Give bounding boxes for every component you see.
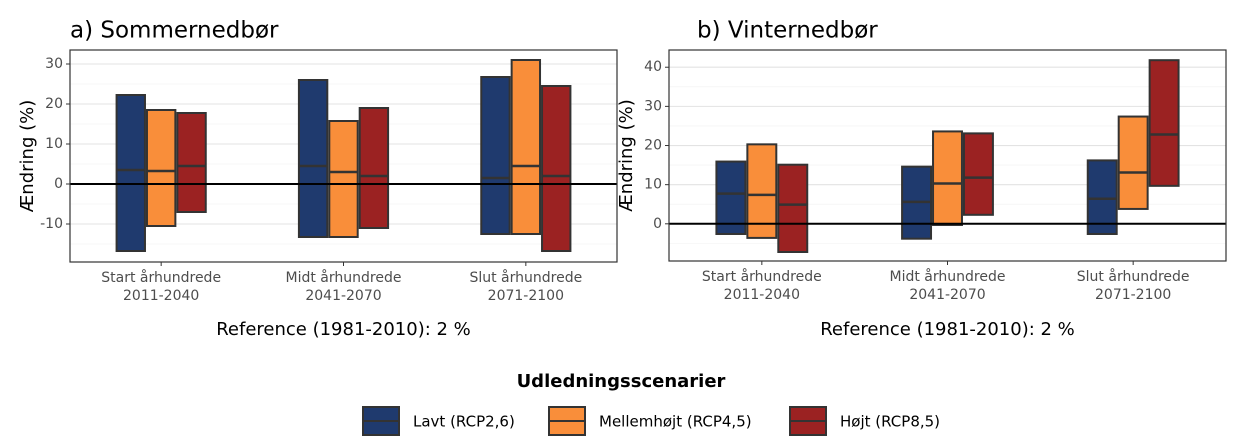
y-tick-label: 0 bbox=[54, 176, 63, 192]
bar bbox=[145, 109, 177, 227]
x-tick-label: Start århundrede bbox=[702, 268, 822, 285]
bar bbox=[962, 132, 994, 216]
y-axis-label: Ændring (%) bbox=[17, 100, 38, 212]
x-axis-label: Reference (1981-2010): 2 % bbox=[820, 319, 1075, 340]
bar bbox=[715, 160, 747, 235]
y-tick-label: 20 bbox=[644, 138, 662, 154]
legend-label: Mellemhøjt (RCP4,5) bbox=[599, 413, 752, 431]
bar bbox=[777, 163, 809, 253]
bar bbox=[297, 79, 329, 238]
x-tick-label: 2071-2100 bbox=[1095, 287, 1171, 303]
y-tick-label: -10 bbox=[40, 216, 63, 232]
y-tick-label: 30 bbox=[644, 98, 662, 114]
legend-label: Højt (RCP8,5) bbox=[840, 413, 940, 431]
x-tick-label: Start århundrede bbox=[101, 269, 221, 286]
bar bbox=[1117, 115, 1149, 210]
y-tick-label: 10 bbox=[644, 177, 662, 193]
x-tick-label: 2071-2100 bbox=[488, 288, 564, 304]
legend-label: Lavt (RCP2,6) bbox=[413, 413, 515, 431]
chart-title: b) Vinternedbør bbox=[697, 18, 878, 44]
legend-title: Udledningsscenarier bbox=[517, 371, 726, 392]
bar bbox=[358, 107, 390, 229]
bar bbox=[115, 94, 146, 252]
plot-border bbox=[668, 49, 1227, 262]
bar bbox=[480, 76, 511, 235]
x-tick-label: 2011-2040 bbox=[123, 288, 199, 304]
bar bbox=[541, 85, 572, 252]
x-tick-label: Slut århundrede bbox=[469, 269, 582, 286]
y-tick-label: 20 bbox=[45, 96, 63, 112]
bar bbox=[510, 59, 542, 235]
bar bbox=[328, 120, 359, 238]
y-axis-label: Ændring (%) bbox=[616, 99, 637, 211]
y-tick-label: 30 bbox=[45, 56, 63, 72]
x-tick-label: Slut århundrede bbox=[1077, 268, 1190, 285]
x-tick-label: 2011-2040 bbox=[724, 287, 800, 303]
x-tick-label: Midt århundrede bbox=[890, 268, 1006, 285]
bar bbox=[176, 112, 207, 213]
x-tick-label: 2041-2070 bbox=[909, 287, 985, 303]
bar bbox=[1086, 159, 1118, 235]
x-tick-label: Midt århundrede bbox=[286, 269, 402, 286]
chart-title: a) Sommernedbør bbox=[70, 18, 279, 44]
bar bbox=[1148, 59, 1180, 187]
y-tick-label: 40 bbox=[644, 59, 662, 75]
y-tick-label: 10 bbox=[45, 136, 63, 152]
bar bbox=[746, 143, 778, 239]
y-tick-label: 0 bbox=[653, 216, 662, 232]
x-axis-label: Reference (1981-2010): 2 % bbox=[216, 319, 471, 340]
bar bbox=[932, 130, 963, 226]
x-tick-label: 2041-2070 bbox=[305, 288, 381, 304]
plot-border bbox=[69, 49, 618, 263]
